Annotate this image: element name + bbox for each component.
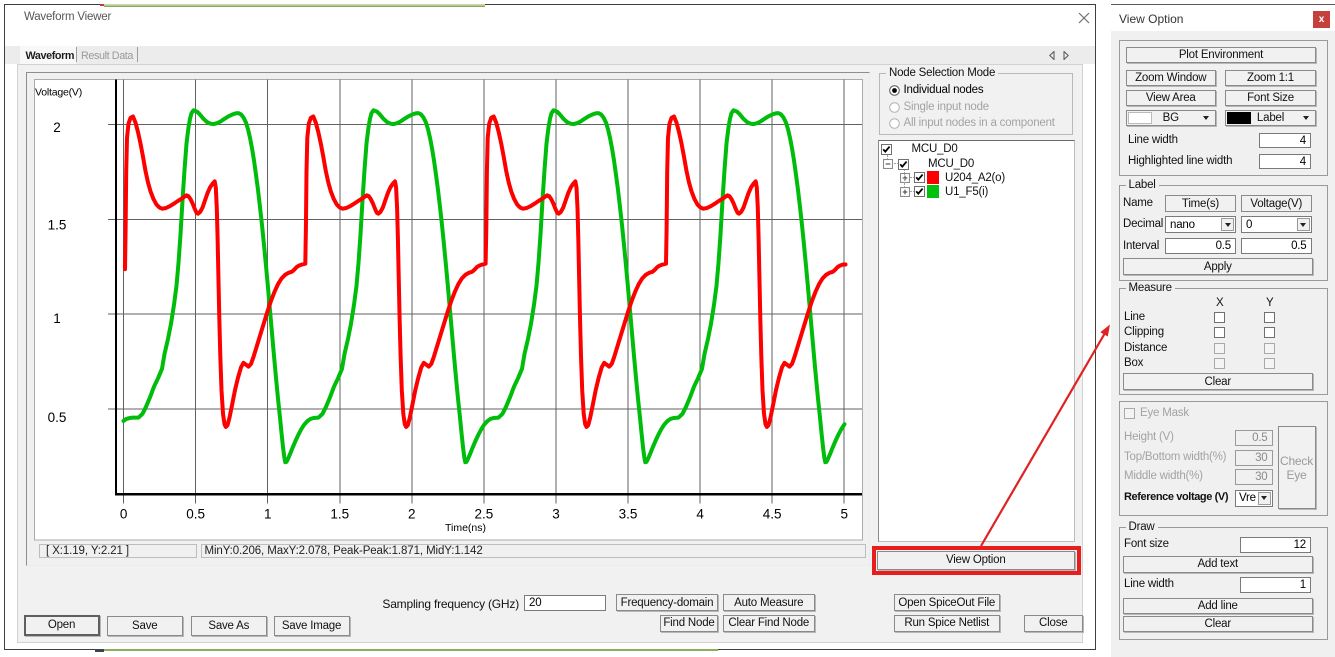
svg-text:0.5: 0.5 bbox=[186, 507, 205, 522]
svg-text:3.5: 3.5 bbox=[618, 507, 637, 522]
svg-text:Time(ns): Time(ns) bbox=[444, 522, 485, 534]
svg-text:4.5: 4.5 bbox=[762, 507, 781, 522]
svg-text:1.5: 1.5 bbox=[47, 218, 66, 233]
svg-text:Voltage(V): Voltage(V) bbox=[35, 87, 82, 99]
svg-text:1: 1 bbox=[263, 507, 271, 522]
svg-text:4: 4 bbox=[696, 507, 704, 522]
svg-text:3: 3 bbox=[552, 507, 560, 522]
svg-text:2.5: 2.5 bbox=[474, 507, 493, 522]
svg-text:5: 5 bbox=[840, 507, 848, 522]
svg-text:2: 2 bbox=[53, 120, 61, 135]
svg-text:2: 2 bbox=[408, 507, 416, 522]
svg-text:0: 0 bbox=[119, 507, 127, 522]
svg-text:1.5: 1.5 bbox=[330, 507, 349, 522]
svg-text:0.5: 0.5 bbox=[47, 410, 66, 425]
svg-text:1: 1 bbox=[53, 311, 61, 326]
